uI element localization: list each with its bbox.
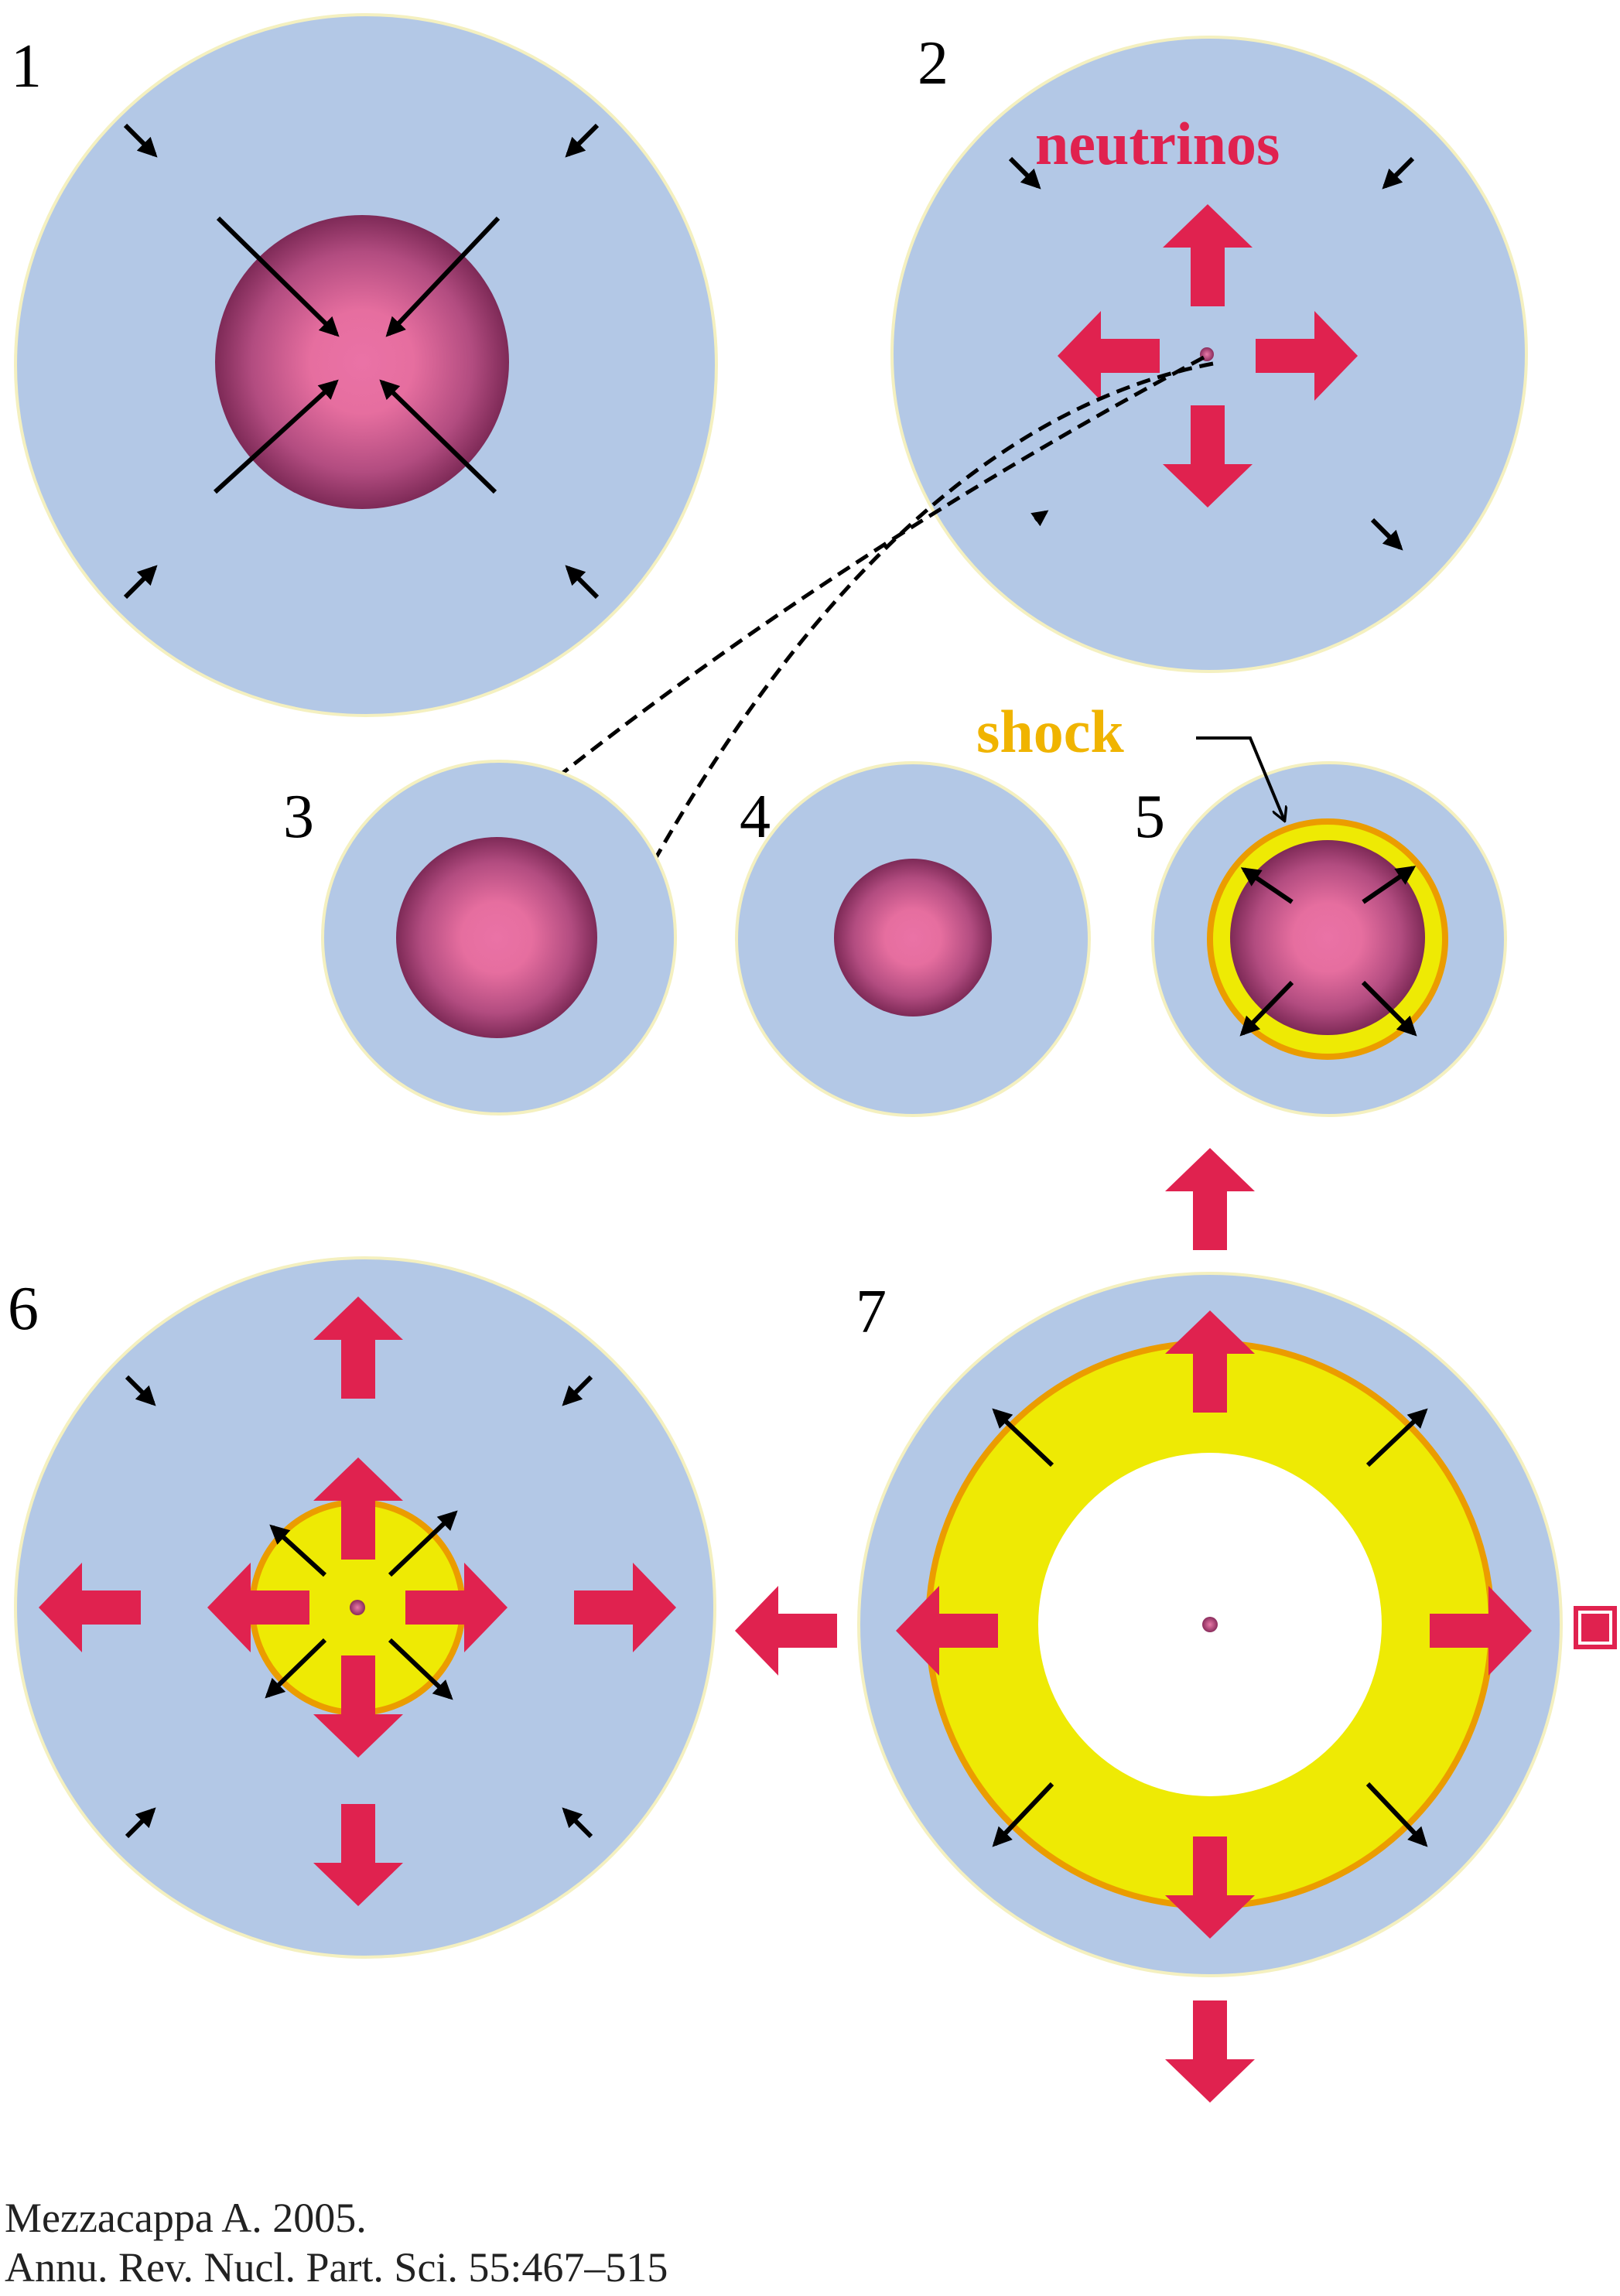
- citation-line-1: Mezzacappa A. 2005.: [5, 2195, 367, 2241]
- panel-number-6: 6: [8, 1275, 39, 1343]
- infall-arrows: [1008, 156, 1415, 551]
- panel-2: 2 neutrinos: [890, 29, 1528, 673]
- panel-number-1: 1: [11, 32, 42, 101]
- panel-number-4: 4: [740, 783, 771, 851]
- panel-4: 4: [735, 761, 1091, 1117]
- outward-arrows: [1239, 866, 1417, 1037]
- citation-line-2: Annu. Rev. Nucl. Part. Sci. 55:467–515: [5, 2244, 668, 2291]
- panel-number-7: 7: [856, 1278, 887, 1346]
- panel-3: 3: [283, 760, 677, 1116]
- iron-core: [396, 837, 597, 1038]
- square-marker: [1574, 1606, 1617, 1649]
- infall-arrows: [125, 1375, 593, 1839]
- iron-core: [834, 859, 992, 1016]
- iron-core: [1230, 840, 1425, 1035]
- neutrinos-label: neutrinos: [1035, 110, 1280, 177]
- shock-label: shock: [976, 698, 1124, 765]
- shock-outward-arrows: [265, 1510, 458, 1700]
- panel-number-5: 5: [1134, 783, 1165, 851]
- infall-arrows: [123, 123, 600, 600]
- proto-neutron-core: [350, 1600, 365, 1615]
- shock-outward-arrows: [992, 1408, 1428, 1847]
- panel-5: 5 shock: [976, 698, 1507, 1117]
- shock-pointer: [1196, 736, 1284, 820]
- panel-7: 7: [735, 1148, 1617, 2103]
- panel-6: 6: [8, 1256, 716, 1959]
- proto-neutron-core: [1202, 1617, 1218, 1632]
- panel-number-3: 3: [283, 783, 314, 851]
- panel-1: 1: [11, 13, 718, 717]
- panel-number-2: 2: [918, 29, 948, 97]
